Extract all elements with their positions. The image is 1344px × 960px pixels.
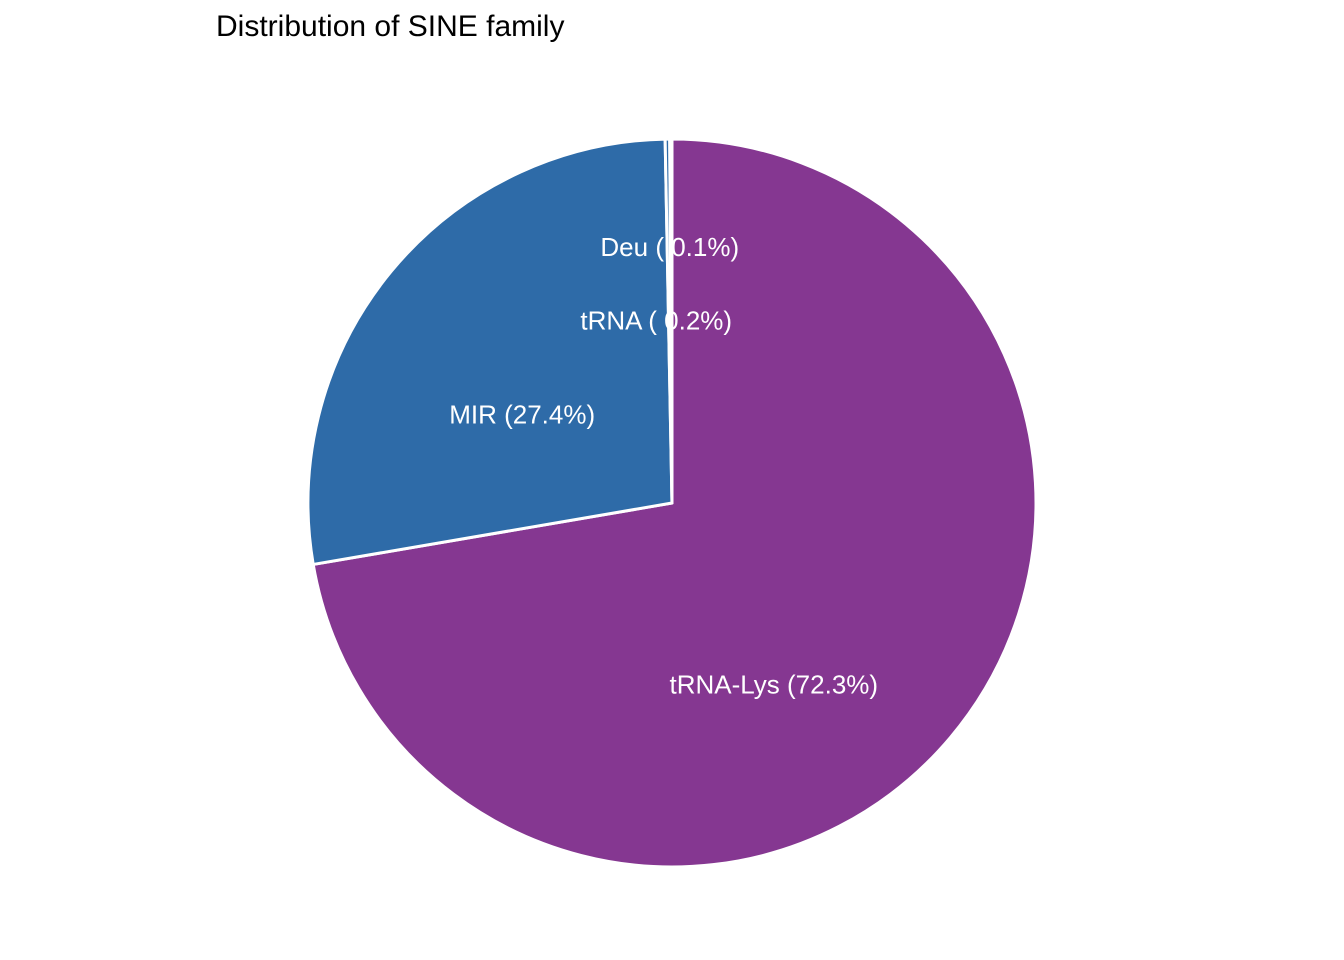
pie-slice-trna-lys <box>311 137 1038 869</box>
chart-title: Distribution of SINE family <box>216 10 565 43</box>
slice-label-mir: MIR (27.4%) <box>449 399 595 429</box>
slice-label-trna-lys: tRNA-Lys (72.3%) <box>670 670 879 700</box>
pie-slices <box>306 137 1038 869</box>
slice-label-trna: tRNA ( 0.2%) <box>580 306 732 336</box>
pie-labels: tRNA-Lys (72.3%) MIR (27.4%) tRNA ( 0.2%) D… <box>449 232 878 700</box>
pie-slice-deu <box>668 137 674 505</box>
slice-label-deu: Deu ( 0.1%) <box>600 232 739 262</box>
pie-slice-mir <box>306 137 674 566</box>
